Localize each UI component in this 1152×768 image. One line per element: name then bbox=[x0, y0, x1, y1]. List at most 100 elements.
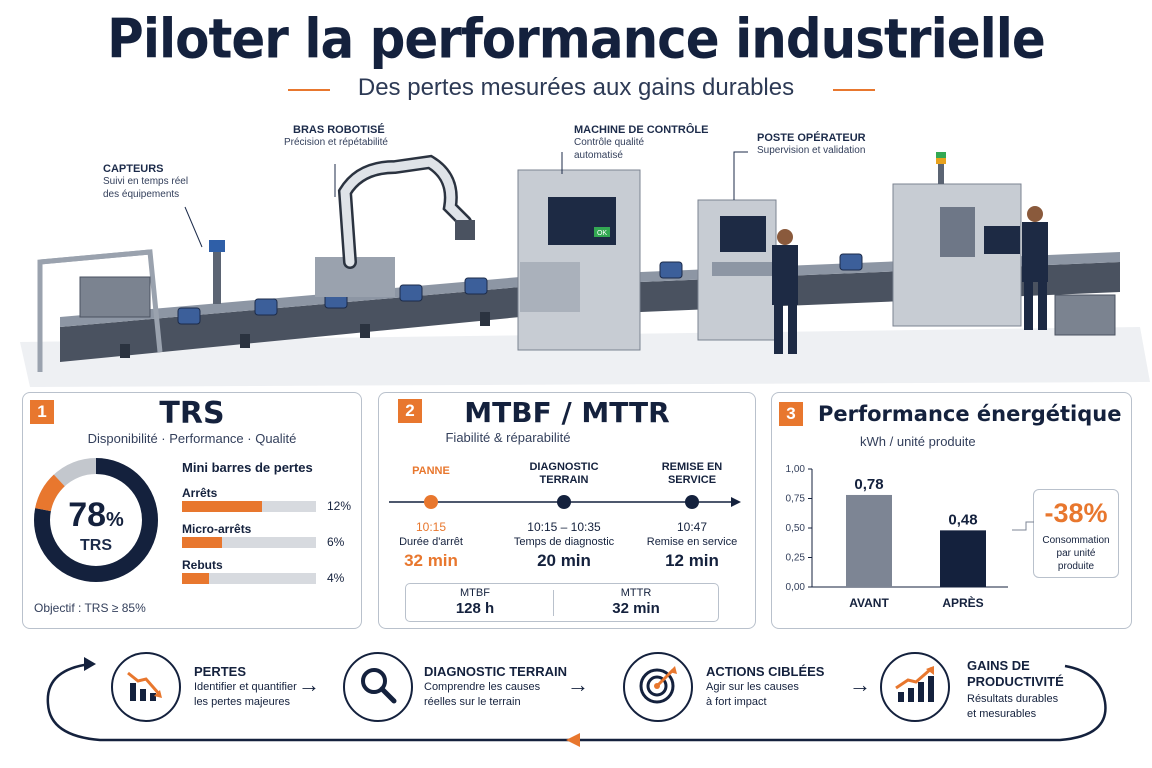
page-subtitle: Des pertes mesurées aux gains durables bbox=[357, 74, 795, 101]
delta-desc-line-1: Consommation bbox=[1042, 535, 1110, 546]
callout-bras-line-1: Précision et répétabilité bbox=[284, 137, 388, 148]
timeline-event-time: 10:15 – 10:35 bbox=[527, 520, 601, 534]
timeline-event-label: PANNE bbox=[412, 465, 450, 477]
mtbf-summary-box bbox=[405, 583, 719, 622]
loss-bar-fill bbox=[182, 573, 209, 584]
timeline-event-desc: Temps de diagnostic bbox=[513, 536, 615, 548]
factory-line-illustration: OK bbox=[20, 151, 1150, 387]
process-step-desc: Comprendre les causes bbox=[424, 681, 541, 693]
energy-bar-category: AVANT bbox=[849, 596, 889, 610]
process-step-circle bbox=[343, 652, 413, 722]
trs-title: TRS bbox=[159, 396, 225, 431]
energy-bar-value: 0,48 bbox=[948, 511, 977, 528]
timeline-event-label: DIAGNOSTIC TERRAIN bbox=[529, 461, 599, 486]
callout-machine-line-2: automatisé bbox=[574, 150, 623, 161]
callout-bras: BRAS ROBOTISÉ Précision et répétabilité bbox=[284, 124, 414, 149]
delta-desc-line-2: par unité bbox=[1056, 548, 1096, 559]
process-loop bbox=[46, 657, 1107, 747]
subtitle-divider-right bbox=[833, 89, 875, 91]
mtbf-title: MTBF / MTTR bbox=[464, 396, 670, 429]
y-tick-label: 0,00 bbox=[786, 582, 806, 593]
process-step-circle bbox=[111, 652, 181, 722]
callout-machine-line-1: Contrôle qualité bbox=[574, 137, 645, 148]
energy-delta-box bbox=[1033, 489, 1119, 578]
process-step-desc: à fort impact bbox=[706, 696, 767, 708]
process-step-desc: les pertes majeures bbox=[194, 696, 290, 708]
summary-value: 32 min bbox=[612, 600, 660, 617]
y-tick-label: 0,50 bbox=[786, 523, 806, 534]
chart-down-icon bbox=[126, 667, 166, 708]
magnifier-icon bbox=[358, 665, 398, 710]
delta-connector bbox=[1012, 521, 1034, 531]
loss-bar-fill bbox=[182, 537, 222, 548]
process-step-circle bbox=[623, 652, 693, 722]
callout-capteurs: CAPTEURS Suivi en temps réel des équipem… bbox=[103, 163, 223, 201]
callout-capteurs-line-1: Suivi en temps réel bbox=[103, 176, 189, 187]
process-step-title: PERTES bbox=[194, 664, 247, 679]
trs-gauge-value: 78% bbox=[32, 496, 160, 535]
trs-gauge-label: TRS bbox=[80, 537, 112, 554]
y-tick-label: 0,75 bbox=[786, 494, 806, 505]
timeline-event-value: 20 min bbox=[537, 551, 591, 570]
summary-label: MTTR bbox=[620, 587, 652, 599]
chart-up-icon bbox=[894, 665, 936, 709]
callout-poste: POSTE OPÉRATEUR Supervision et validatio… bbox=[757, 132, 897, 157]
trs-objective: Objectif : TRS ≥ 85% bbox=[34, 601, 146, 615]
loss-value: 4% bbox=[327, 571, 345, 585]
process-step-title: ACTIONS CIBLÉES bbox=[706, 664, 825, 679]
process-arrow-icon: → bbox=[849, 672, 871, 697]
energy-bar-category: APRÈS bbox=[942, 595, 983, 610]
process-step-circle bbox=[880, 652, 950, 722]
process-step-title: DIAGNOSTIC TERRAIN bbox=[424, 664, 567, 679]
subtitle-divider-left bbox=[288, 89, 330, 91]
energy-subtitle: kWh / unité produite bbox=[860, 434, 976, 449]
losses-title: Mini barres de pertes bbox=[182, 460, 313, 475]
target-icon bbox=[637, 664, 679, 711]
callout-machine: MACHINE DE CONTRÔLE Contrôle qualité aut… bbox=[574, 124, 714, 162]
delta-desc-line-3: produite bbox=[1057, 561, 1095, 572]
trs-value: 78 bbox=[68, 496, 107, 534]
energy-bar-chart: 1,00 0,75 0,50 0,25 0,00 0,78 AVANT 0,48 APRÈS bbox=[786, 464, 1008, 610]
timeline-event-time: 10:15 bbox=[415, 520, 447, 534]
loss-bar-track bbox=[182, 537, 316, 548]
callout-capteurs-title: CAPTEURS bbox=[103, 163, 164, 175]
process-arrow-icon: → bbox=[298, 672, 320, 697]
loss-label: Arrêts bbox=[182, 486, 218, 500]
loss-value: 12% bbox=[327, 499, 352, 513]
process-step-title: GAINS DE PRODUCTIVITÉ bbox=[967, 658, 1064, 689]
process-step-desc: Résultats durables bbox=[967, 693, 1059, 705]
timeline-axis bbox=[389, 495, 741, 509]
machine-screen-ok: OK bbox=[597, 230, 607, 237]
energy-panel bbox=[771, 392, 1132, 629]
process-step-desc: Agir sur les causes bbox=[706, 681, 799, 693]
timeline-event-time: 10:47 bbox=[676, 520, 708, 534]
callout-machine-title: MACHINE DE CONTRÔLE bbox=[574, 124, 709, 136]
page-title: Piloter la performance industrielle bbox=[107, 7, 1046, 71]
mtbf-panel bbox=[378, 392, 756, 629]
trs-number-badge: 1 bbox=[30, 400, 54, 424]
process-step-desc: et mesurables bbox=[967, 708, 1037, 720]
summary-label: MTBF bbox=[460, 587, 490, 599]
y-tick-label: 0,25 bbox=[786, 553, 806, 564]
energy-bar bbox=[846, 494, 892, 587]
timeline-event-desc: Durée d'arrêt bbox=[399, 536, 463, 548]
process-step-desc: Identifier et quantifier bbox=[194, 681, 297, 693]
trs-subtitle: Disponibilité · Performance · Qualité bbox=[87, 431, 297, 446]
y-tick-label: 1,00 bbox=[786, 464, 806, 475]
trs-unit: % bbox=[106, 509, 124, 531]
loss-bar-fill bbox=[182, 501, 262, 512]
process-step-desc: réelles sur le terrain bbox=[424, 696, 521, 708]
callout-bras-title: BRAS ROBOTISÉ bbox=[293, 124, 385, 136]
energy-bar-value: 0,78 bbox=[854, 476, 883, 493]
energy-delta-desc: Consommation par unité produite bbox=[1033, 534, 1119, 573]
summary-value: 128 h bbox=[455, 600, 495, 617]
timeline-event-value: 32 min bbox=[404, 551, 458, 570]
process-arrow-icon: → bbox=[567, 672, 589, 697]
loss-bar-track bbox=[182, 573, 316, 584]
loss-label: Micro-arrêts bbox=[182, 522, 252, 536]
timeline-event-label: REMISE EN SERVICE bbox=[661, 461, 723, 486]
timeline-event-value: 12 min bbox=[665, 551, 719, 570]
timeline-event-desc: Remise en service bbox=[646, 536, 738, 548]
trs-gauge bbox=[34, 458, 158, 582]
callout-poste-title: POSTE OPÉRATEUR bbox=[757, 132, 866, 144]
